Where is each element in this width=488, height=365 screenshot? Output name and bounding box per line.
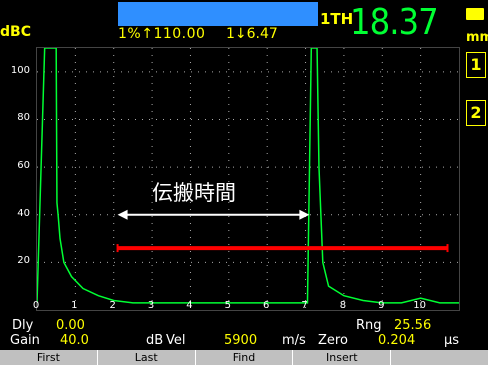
gate-a-readout-text: 1%↑110.00 bbox=[118, 26, 206, 42]
gain-unit: dB bbox=[146, 333, 164, 348]
gain-value: 40.0 bbox=[60, 333, 89, 348]
rng-label: Rng bbox=[356, 318, 382, 333]
zero-unit: µs bbox=[444, 333, 460, 348]
battery-icon bbox=[466, 8, 484, 20]
softkey-blank[interactable] bbox=[391, 350, 488, 365]
x-tick-label: 5 bbox=[224, 300, 231, 311]
x-tick-label: 1 bbox=[71, 300, 78, 311]
arrow-head-left bbox=[117, 209, 128, 220]
softkey-insert[interactable]: Insert bbox=[293, 350, 392, 365]
waveform-series bbox=[37, 48, 459, 304]
info-row-2: Gain 40.0 dB Vel 5900 m/s Zero 0.204 µs bbox=[0, 333, 488, 348]
a-scan-plot bbox=[36, 47, 460, 311]
y-tick-label: 80 bbox=[17, 112, 30, 124]
gate-indicator-bar bbox=[118, 2, 318, 26]
x-tick-label: 3 bbox=[147, 300, 155, 311]
gate-2-marker[interactable]: 2 bbox=[466, 100, 486, 126]
arrow-head-right bbox=[299, 209, 310, 220]
rng-value: 25.56 bbox=[394, 318, 432, 333]
softkey-last[interactable]: Last bbox=[98, 350, 196, 365]
x-tick-label: 9 bbox=[378, 300, 385, 311]
y-tick-label: 40 bbox=[17, 207, 30, 219]
measurement-value: 18.37 bbox=[350, 2, 439, 43]
a-scan-svg bbox=[36, 47, 460, 311]
measurement-type: 1TH bbox=[320, 10, 354, 28]
dly-label: Dly bbox=[12, 318, 34, 333]
gain-label: Gain bbox=[10, 333, 40, 348]
zero-value: 0.204 bbox=[378, 333, 416, 348]
x-tick-label: 2 bbox=[109, 300, 116, 311]
x-tick-label: 4 bbox=[186, 300, 193, 311]
x-tick-label: 0 bbox=[32, 300, 40, 311]
info-row-1: Dly 0.00 Rng 25.56 bbox=[0, 318, 488, 333]
y-tick-label: 60 bbox=[17, 160, 30, 172]
x-tick-label: 10 bbox=[413, 300, 426, 311]
gate-1-marker[interactable]: 1 bbox=[466, 52, 486, 78]
gate-b-readout: 1↓6.47 bbox=[226, 26, 278, 42]
vel-label: Vel bbox=[166, 333, 186, 348]
gate-b-readout-text: 1↓6.47 bbox=[226, 26, 278, 42]
y-tick-label: 100 bbox=[10, 64, 30, 76]
softkey-find[interactable]: Find bbox=[196, 350, 294, 365]
dly-value: 0.00 bbox=[56, 318, 85, 333]
vel-unit: m/s bbox=[282, 333, 306, 348]
units-label: mm bbox=[466, 30, 488, 45]
gate-a-readout: 1%↑110.00 bbox=[118, 26, 205, 42]
y-tick-label: 20 bbox=[17, 255, 30, 267]
vel-value: 5900 bbox=[224, 333, 258, 348]
gain-mode-tag: dBC bbox=[0, 24, 31, 40]
softkey-first[interactable]: First bbox=[0, 350, 98, 365]
propagation-time-label: 伝搬時間 bbox=[152, 181, 236, 205]
x-tick-label: 7 bbox=[301, 300, 308, 311]
zero-label: Zero bbox=[318, 333, 348, 348]
x-tick-label: 6 bbox=[262, 300, 270, 311]
softkey-bar: First Last Find Insert bbox=[0, 350, 488, 365]
x-tick-label: 8 bbox=[339, 300, 347, 311]
